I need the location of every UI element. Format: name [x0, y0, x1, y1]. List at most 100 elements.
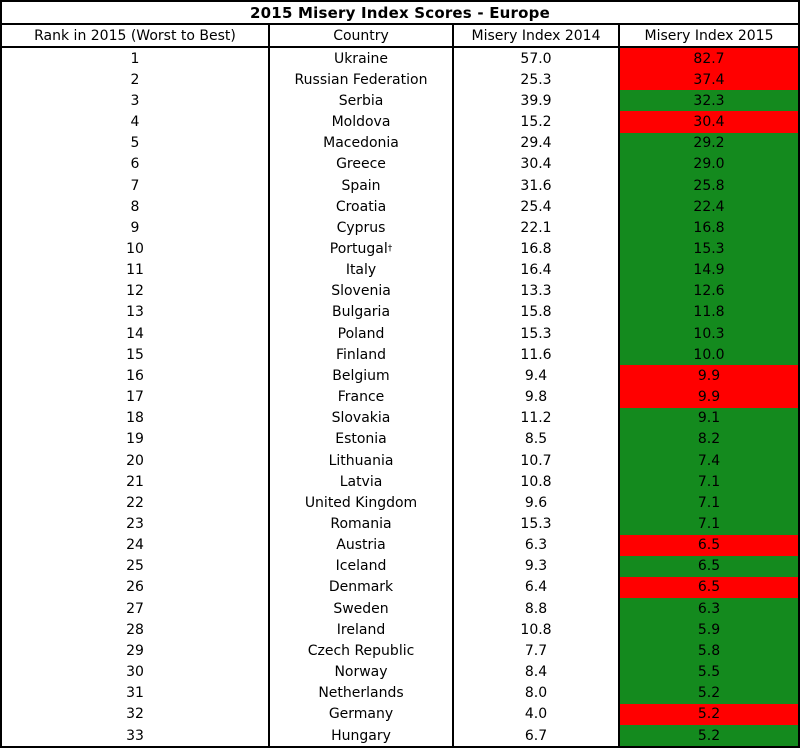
table-row: 17 France 9.8 9.9	[2, 386, 798, 408]
rank-cell: 9	[2, 217, 270, 239]
misery-index-2015-cell: 12.6	[620, 280, 798, 302]
rank-cell: 29	[2, 640, 270, 662]
misery-index-2014-cell: 15.3	[454, 323, 620, 345]
misery-index-2015-cell: 25.8	[620, 174, 798, 197]
misery-index-2014-cell: 10.7	[454, 449, 620, 472]
rank-cell: 22	[2, 492, 270, 514]
table-row: 5 Macedonia 29.4 29.2	[2, 132, 798, 154]
misery-index-2014-cell: 16.8	[454, 238, 620, 260]
country-name: Iceland	[335, 558, 387, 575]
misery-index-2014-cell: 30.4	[454, 153, 620, 175]
misery-index-2015-cell: 6.3	[620, 598, 798, 620]
table-row: 19 Estonia 8.5 8.2	[2, 428, 798, 450]
table-row: 12 Slovenia 13.3 12.6	[2, 280, 798, 302]
rank-cell: 31	[2, 682, 270, 704]
country-cell: Ukraine	[270, 48, 454, 70]
table-row: 33 Hungary 6.7 5.2	[2, 725, 798, 747]
country-cell: France	[270, 386, 454, 408]
misery-index-2014-cell: 11.2	[454, 407, 620, 429]
country-cell: Denmark	[270, 576, 454, 599]
misery-index-2014-cell: 15.3	[454, 513, 620, 535]
country-cell: Slovenia	[270, 280, 454, 302]
country-cell: Lithuania	[270, 449, 454, 472]
country-cell: Czech Republic	[270, 640, 454, 662]
misery-index-2015-cell: 30.4	[620, 111, 798, 133]
rank-cell: 1	[2, 48, 270, 70]
table-row: 9 Cyprus 22.1 16.8	[2, 217, 798, 239]
misery-index-2014-cell: 6.4	[454, 576, 620, 599]
country-name: Latvia	[339, 473, 383, 490]
misery-index-2015-cell: 37.4	[620, 69, 798, 91]
misery-index-2014-cell: 15.2	[454, 111, 620, 133]
misery-index-2014-cell: 13.3	[454, 280, 620, 302]
rank-cell: 26	[2, 576, 270, 599]
country-cell: Portugal †	[270, 238, 454, 260]
country-name: Serbia	[338, 92, 384, 109]
country-cell: Iceland	[270, 555, 454, 577]
country-name: Poland	[337, 325, 385, 342]
rank-cell: 6	[2, 153, 270, 175]
rank-cell: 32	[2, 703, 270, 725]
misery-index-2015-cell: 8.2	[620, 428, 798, 450]
misery-index-2015-cell: 82.7	[620, 48, 798, 70]
country-name: Belgium	[332, 367, 390, 384]
country-cell: Bulgaria	[270, 301, 454, 324]
country-name: United Kingdom	[304, 494, 418, 511]
misery-index-2015-cell: 6.5	[620, 555, 798, 577]
country-name: Germany	[328, 706, 394, 723]
country-cell: Italy	[270, 259, 454, 281]
table-row: 10 Portugal † 16.8 15.3	[2, 238, 798, 260]
misery-index-2015-cell: 16.8	[620, 217, 798, 239]
misery-index-2015-cell: 10.0	[620, 344, 798, 366]
country-name: Ukraine	[333, 50, 389, 67]
country-name: Austria	[336, 537, 386, 554]
misery-index-2015-cell: 29.0	[620, 153, 798, 175]
table-row: 21 Latvia 10.8 7.1	[2, 471, 798, 493]
table-row: 32 Germany 4.0 5.2	[2, 703, 798, 725]
country-name: Sweden	[333, 600, 389, 617]
rank-cell: 4	[2, 111, 270, 133]
misery-index-2014-cell: 9.8	[454, 386, 620, 408]
country-name: Hungary	[331, 727, 391, 744]
misery-index-2015-cell: 32.3	[620, 90, 798, 112]
misery-index-2014-cell: 39.9	[454, 90, 620, 112]
rank-cell: 8	[2, 196, 270, 218]
table-row: 30 Norway 8.4 5.5	[2, 661, 798, 683]
misery-index-2015-cell: 6.5	[620, 576, 798, 599]
country-name: Norway	[334, 664, 388, 681]
country-cell: Romania	[270, 513, 454, 535]
country-name: Moldova	[331, 114, 391, 131]
misery-index-2014-cell: 10.8	[454, 471, 620, 493]
misery-index-2014-cell: 9.4	[454, 365, 620, 387]
country-cell: Moldova	[270, 111, 454, 133]
rank-cell: 7	[2, 174, 270, 197]
country-cell: Austria	[270, 534, 454, 556]
misery-index-2014-cell: 16.4	[454, 259, 620, 281]
country-cell: Germany	[270, 703, 454, 725]
misery-index-2014-cell: 8.5	[454, 428, 620, 450]
rank-cell: 11	[2, 259, 270, 281]
rank-cell: 2	[2, 69, 270, 91]
table-row: 25 Iceland 9.3 6.5	[2, 555, 798, 577]
misery-index-2014-cell: 15.8	[454, 301, 620, 324]
country-name: France	[337, 389, 385, 406]
country-name: Macedonia	[323, 135, 399, 152]
table-row: 3 Serbia 39.9 32.3	[2, 90, 798, 112]
country-name: Cyprus	[336, 219, 386, 236]
rank-cell: 27	[2, 598, 270, 620]
country-name: Russian Federation	[294, 71, 428, 88]
rank-cell: 28	[2, 619, 270, 641]
country-name: Czech Republic	[307, 642, 415, 659]
misery-index-2014-cell: 9.3	[454, 555, 620, 577]
country-cell: Croatia	[270, 196, 454, 218]
misery-index-2014-cell: 8.8	[454, 598, 620, 620]
misery-index-2015-cell: 9.1	[620, 407, 798, 429]
country-cell: United Kingdom	[270, 492, 454, 514]
rank-cell: 20	[2, 449, 270, 472]
misery-index-2015-cell: 10.3	[620, 323, 798, 345]
table-body: 1 Ukraine 57.0 82.7 2 Russian Federation 25.3 3…	[2, 48, 798, 747]
country-cell: Sweden	[270, 598, 454, 620]
table-row: 2 Russian Federation 25.3 37.4	[2, 69, 798, 91]
misery-index-2014-cell: 31.6	[454, 174, 620, 197]
rank-cell: 25	[2, 555, 270, 577]
